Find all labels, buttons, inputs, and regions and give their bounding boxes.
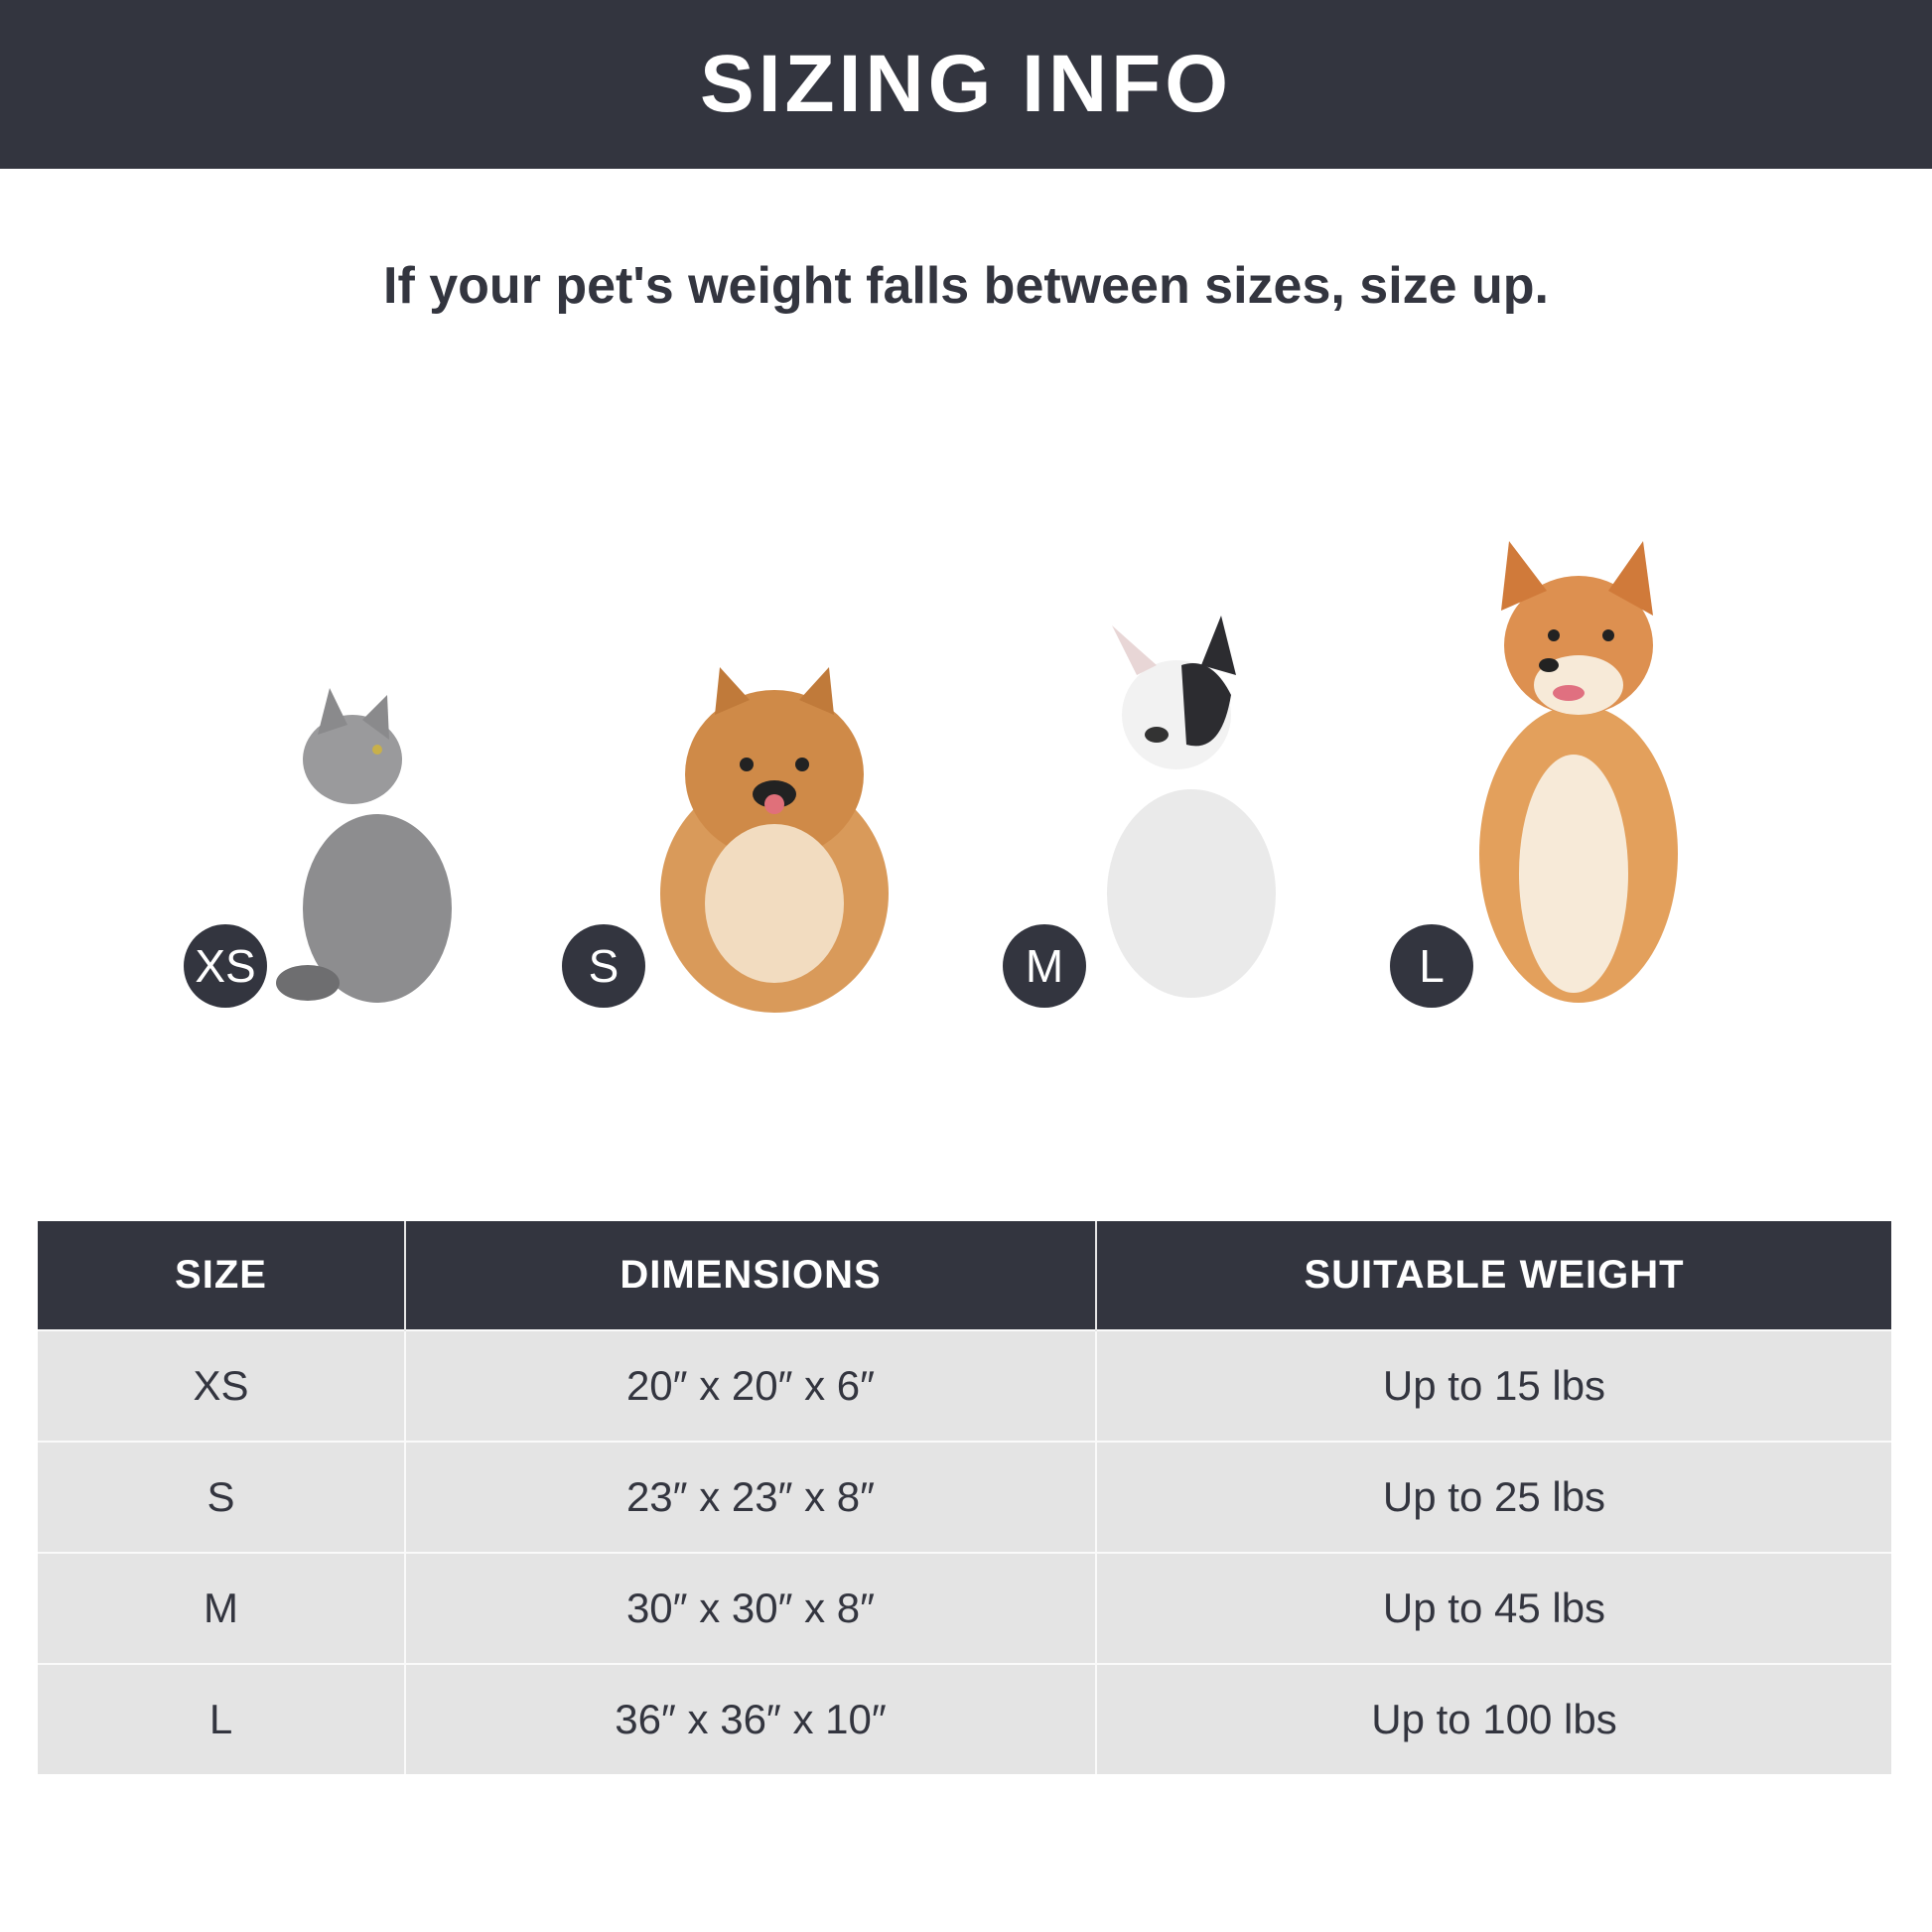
table-header-row: SIZE DIMENSIONS SUITABLE WEIGHT — [38, 1221, 1891, 1330]
cell-size: M — [38, 1552, 406, 1664]
table-row: XS 20″ x 20″ x 6″ Up to 15 lbs — [38, 1329, 1891, 1442]
cell-dimensions: 36″ x 36″ x 10″ — [405, 1663, 1097, 1774]
size-badge-m: M — [1003, 924, 1086, 1008]
cell-weight: Up to 45 lbs — [1096, 1552, 1891, 1664]
sizing-table: SIZE DIMENSIONS SUITABLE WEIGHT XS 20″ x… — [38, 1221, 1891, 1774]
header-size: SIZE — [38, 1221, 406, 1330]
cell-dimensions: 20″ x 20″ x 6″ — [405, 1329, 1097, 1442]
header-suitable-weight: SUITABLE WEIGHT — [1096, 1221, 1891, 1330]
cell-weight: Up to 100 lbs — [1096, 1663, 1891, 1774]
sizing-tip: If your pet's weight falls between sizes… — [383, 257, 1549, 315]
size-badge-xs: XS — [184, 924, 267, 1008]
header-dimensions: DIMENSIONS — [405, 1221, 1097, 1330]
shiba-inu-image — [1479, 541, 1678, 1003]
pomeranian-image — [660, 667, 889, 1013]
title-banner: SIZING INFO — [0, 0, 1932, 169]
size-badge-l: L — [1390, 924, 1473, 1008]
table-row: L 36″ x 36″ x 10″ Up to 100 lbs — [38, 1663, 1891, 1774]
cell-weight: Up to 25 lbs — [1096, 1441, 1891, 1553]
cell-dimensions: 30″ x 30″ x 8″ — [405, 1552, 1097, 1664]
page-title: SIZING INFO — [700, 39, 1232, 129]
cell-size: XS — [38, 1329, 406, 1442]
cat-image — [276, 688, 452, 1003]
table-row: S 23″ x 23″ x 8″ Up to 25 lbs — [38, 1441, 1891, 1553]
cell-size: S — [38, 1441, 406, 1553]
cell-weight: Up to 15 lbs — [1096, 1329, 1891, 1442]
size-badge-s: S — [562, 924, 645, 1008]
table-row: M 30″ x 30″ x 8″ Up to 45 lbs — [38, 1552, 1891, 1664]
french-bulldog-image — [1107, 616, 1276, 998]
cell-size: L — [38, 1663, 406, 1774]
cell-dimensions: 23″ x 23″ x 8″ — [405, 1441, 1097, 1553]
